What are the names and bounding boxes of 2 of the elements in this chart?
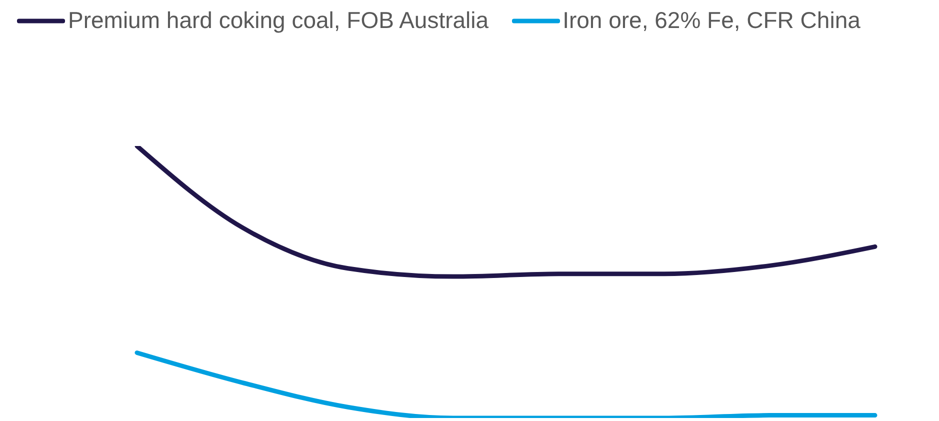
legend-label: Iron ore, 62% Fe, CFR China	[562, 7, 860, 34]
legend-label: Premium hard coking coal, FOB Australia	[68, 7, 489, 34]
